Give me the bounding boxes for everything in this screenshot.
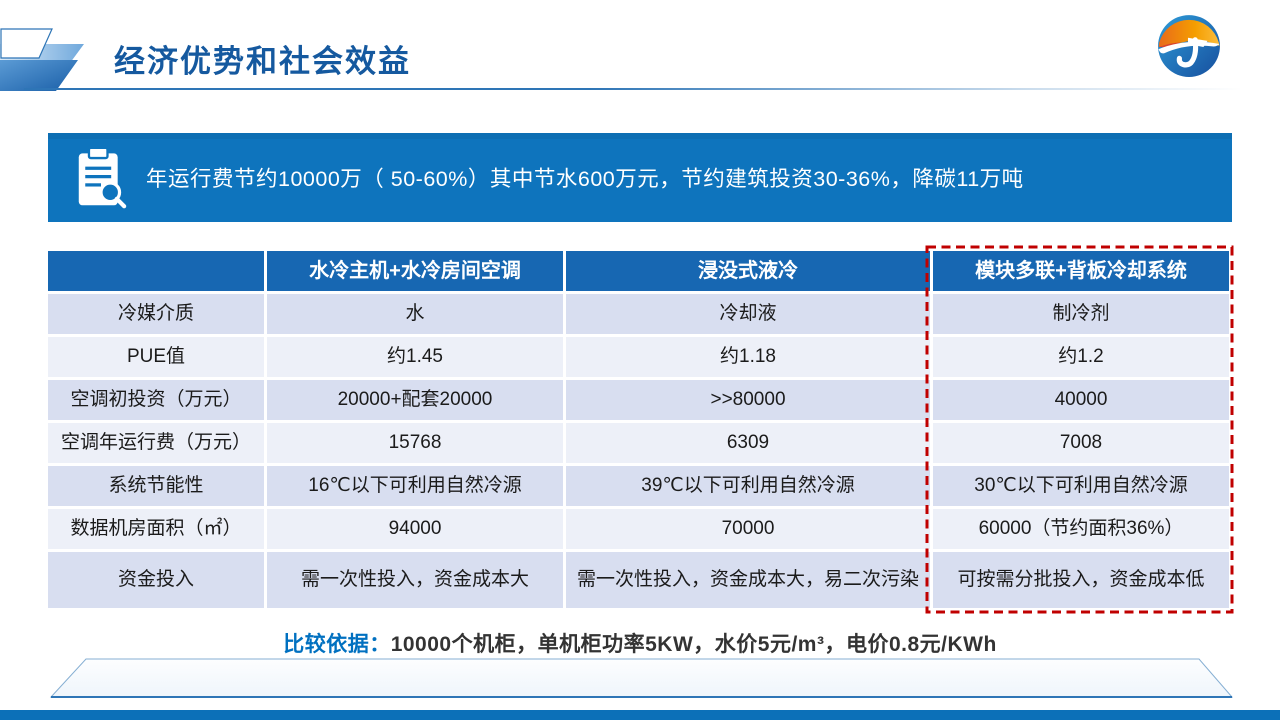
table-header-corner [48,251,264,291]
table-cell: 需一次性投入，资金成本大 [267,552,563,608]
summary-banner: 年运行费节约10000万（ 50-60%）其中节水600万元，节约建筑投资30-… [48,133,1232,222]
table-cell: 20000+配套20000 [267,380,563,420]
table-cell: 60000（节约面积36%） [933,509,1229,549]
comparison-basis-note: 比较依据：10000个机柜，单机柜功率5KW，水价5元/m³，电价0.8元/KW… [0,628,1280,658]
comparison-table: 水冷主机+水冷房间空调 浸没式液冷 模块多联+背板冷却系统 冷媒介质 水 冷却液… [48,251,1229,608]
clipboard-magnifier-icon [78,146,127,209]
page-title: 经济优势和社会效益 [114,44,411,79]
note-text: 10000个机柜，单机柜功率5KW，水价5元/m³，电价0.8元/KWh [390,633,997,656]
table-cell: 40000 [933,380,1229,420]
table-cell: >>80000 [566,380,930,420]
title-underline [24,88,1280,90]
row-label: PUE值 [48,337,264,377]
row-label: 空调初投资（万元） [48,380,264,420]
table-cell: 需一次性投入，资金成本大，易二次污染 [566,552,930,608]
table-cell: 可按需分批投入，资金成本低 [933,552,1229,608]
table-cell: 30℃以下可利用自然冷源 [933,466,1229,506]
bottom-accent-bar [0,710,1280,720]
row-label: 冷媒介质 [48,294,264,334]
table-header-water-cooling: 水冷主机+水冷房间空调 [267,251,563,291]
company-logo-icon [1158,15,1220,77]
table-cell: 94000 [267,509,563,549]
table-cell: 约1.18 [566,337,930,377]
table-cell: 冷却液 [566,294,930,334]
table-cell: 6309 [566,423,930,463]
table-header-immersion: 浸没式液冷 [566,251,930,291]
row-label: 数据机房面积（㎡） [48,509,264,549]
table-cell: 水 [267,294,563,334]
table-cell: 70000 [566,509,930,549]
stage-trapezoid [49,658,1234,698]
note-label: 比较依据： [283,633,391,656]
table-cell: 15768 [267,423,563,463]
row-label: 资金投入 [48,552,264,608]
summary-banner-text: 年运行费节约10000万（ 50-60%）其中节水600万元，节约建筑投资30-… [146,167,1024,191]
table-cell: 约1.45 [267,337,563,377]
row-label: 系统节能性 [48,466,264,506]
row-label: 空调年运行费（万元） [48,423,264,463]
table-cell: 39℃以下可利用自然冷源 [566,466,930,506]
table-cell: 16℃以下可利用自然冷源 [267,466,563,506]
table-cell: 制冷剂 [933,294,1229,334]
table-header-modular: 模块多联+背板冷却系统 [933,251,1229,291]
corner-decoration [0,28,84,91]
table-cell: 约1.2 [933,337,1229,377]
table-cell: 7008 [933,423,1229,463]
